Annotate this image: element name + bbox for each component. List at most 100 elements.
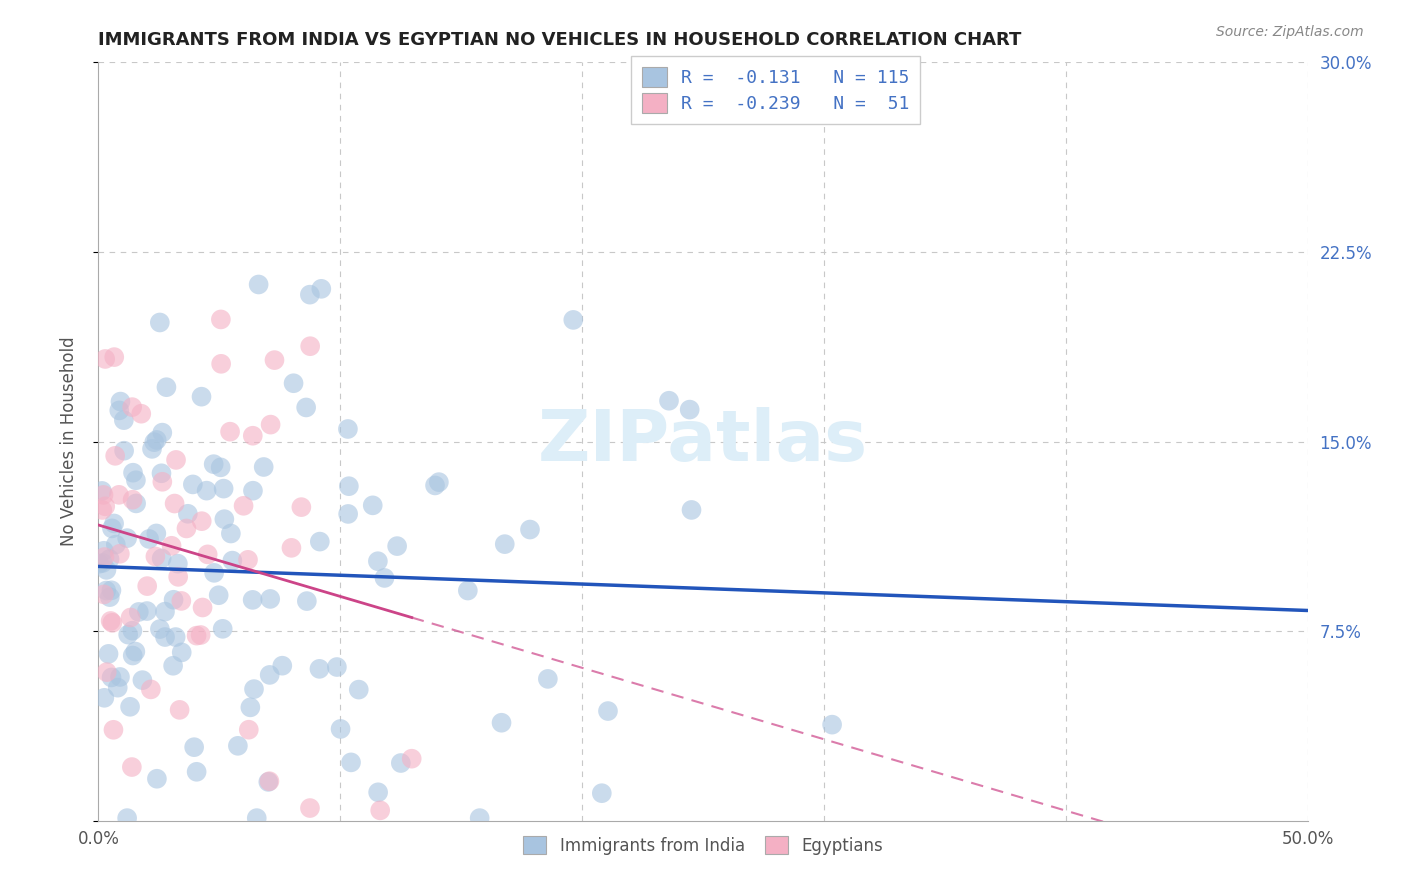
- Point: [259, 668, 281, 682]
- Point: [108, 547, 131, 561]
- Point: [239, 700, 262, 714]
- Point: [226, 739, 249, 753]
- Point: [96, 665, 118, 680]
- Point: [253, 460, 276, 475]
- Point: [208, 588, 231, 602]
- Point: [186, 629, 208, 643]
- Point: [167, 570, 190, 584]
- Point: [141, 442, 163, 456]
- Point: [115, 811, 138, 825]
- Point: [170, 594, 193, 608]
- Point: [110, 394, 132, 409]
- Point: [423, 478, 446, 492]
- Point: [138, 532, 160, 546]
- Point: [145, 433, 167, 447]
- Point: [259, 417, 281, 432]
- Point: [94, 351, 117, 366]
- Point: [160, 539, 183, 553]
- Point: [150, 551, 173, 566]
- Point: [246, 811, 269, 825]
- Point: [337, 507, 360, 521]
- Point: [150, 467, 173, 481]
- Legend: Immigrants from India, Egyptians: Immigrants from India, Egyptians: [516, 830, 890, 862]
- Point: [162, 658, 184, 673]
- Point: [427, 475, 450, 490]
- Point: [242, 593, 264, 607]
- Point: [98, 552, 121, 566]
- Point: [128, 605, 150, 619]
- Point: [219, 526, 242, 541]
- Point: [93, 587, 115, 601]
- Point: [120, 699, 142, 714]
- Point: [295, 401, 318, 415]
- Point: [96, 563, 118, 577]
- Point: [283, 376, 305, 391]
- Text: IMMIGRANTS FROM INDIA VS EGYPTIAN NO VEHICLES IN HOUSEHOLD CORRELATION CHART: IMMIGRANTS FROM INDIA VS EGYPTIAN NO VEH…: [98, 31, 1022, 49]
- Point: [562, 313, 585, 327]
- Point: [145, 549, 167, 564]
- Point: [108, 403, 131, 417]
- Point: [821, 717, 844, 731]
- Point: [389, 756, 412, 770]
- Point: [100, 670, 122, 684]
- Point: [299, 339, 322, 353]
- Point: [537, 672, 560, 686]
- Point: [131, 673, 153, 687]
- Point: [103, 350, 125, 364]
- Point: [103, 723, 125, 737]
- Point: [143, 435, 166, 450]
- Point: [401, 752, 423, 766]
- Point: [385, 539, 408, 553]
- Point: [202, 566, 225, 580]
- Point: [112, 413, 135, 427]
- Point: [340, 756, 363, 770]
- Point: [104, 449, 127, 463]
- Point: [155, 380, 177, 394]
- Point: [190, 628, 212, 642]
- Point: [468, 811, 491, 825]
- Point: [295, 594, 318, 608]
- Point: [298, 287, 321, 301]
- Point: [280, 541, 302, 555]
- Point: [153, 605, 176, 619]
- Point: [679, 402, 702, 417]
- Point: [125, 473, 148, 487]
- Point: [139, 682, 162, 697]
- Point: [93, 543, 115, 558]
- Point: [163, 497, 186, 511]
- Point: [100, 583, 122, 598]
- Point: [326, 660, 349, 674]
- Point: [103, 516, 125, 531]
- Point: [219, 425, 242, 439]
- Point: [263, 353, 285, 368]
- Point: [124, 644, 146, 658]
- Point: [329, 722, 352, 736]
- Point: [145, 526, 167, 541]
- Point: [337, 479, 360, 493]
- Point: [89, 557, 111, 571]
- Point: [494, 537, 516, 551]
- Point: [186, 764, 208, 779]
- Point: [101, 615, 124, 630]
- Point: [176, 521, 198, 535]
- Point: [91, 556, 114, 570]
- Point: [91, 483, 114, 498]
- Point: [121, 624, 143, 638]
- Point: [347, 682, 370, 697]
- Point: [121, 492, 143, 507]
- Point: [336, 422, 359, 436]
- Point: [195, 483, 218, 498]
- Point: [112, 443, 135, 458]
- Point: [93, 549, 115, 564]
- Point: [122, 466, 145, 480]
- Point: [658, 393, 681, 408]
- Point: [308, 534, 330, 549]
- Point: [361, 499, 384, 513]
- Point: [149, 316, 172, 330]
- Text: Source: ZipAtlas.com: Source: ZipAtlas.com: [1216, 25, 1364, 39]
- Point: [108, 670, 131, 684]
- Point: [149, 622, 172, 636]
- Point: [100, 614, 122, 628]
- Point: [242, 428, 264, 442]
- Point: [457, 583, 479, 598]
